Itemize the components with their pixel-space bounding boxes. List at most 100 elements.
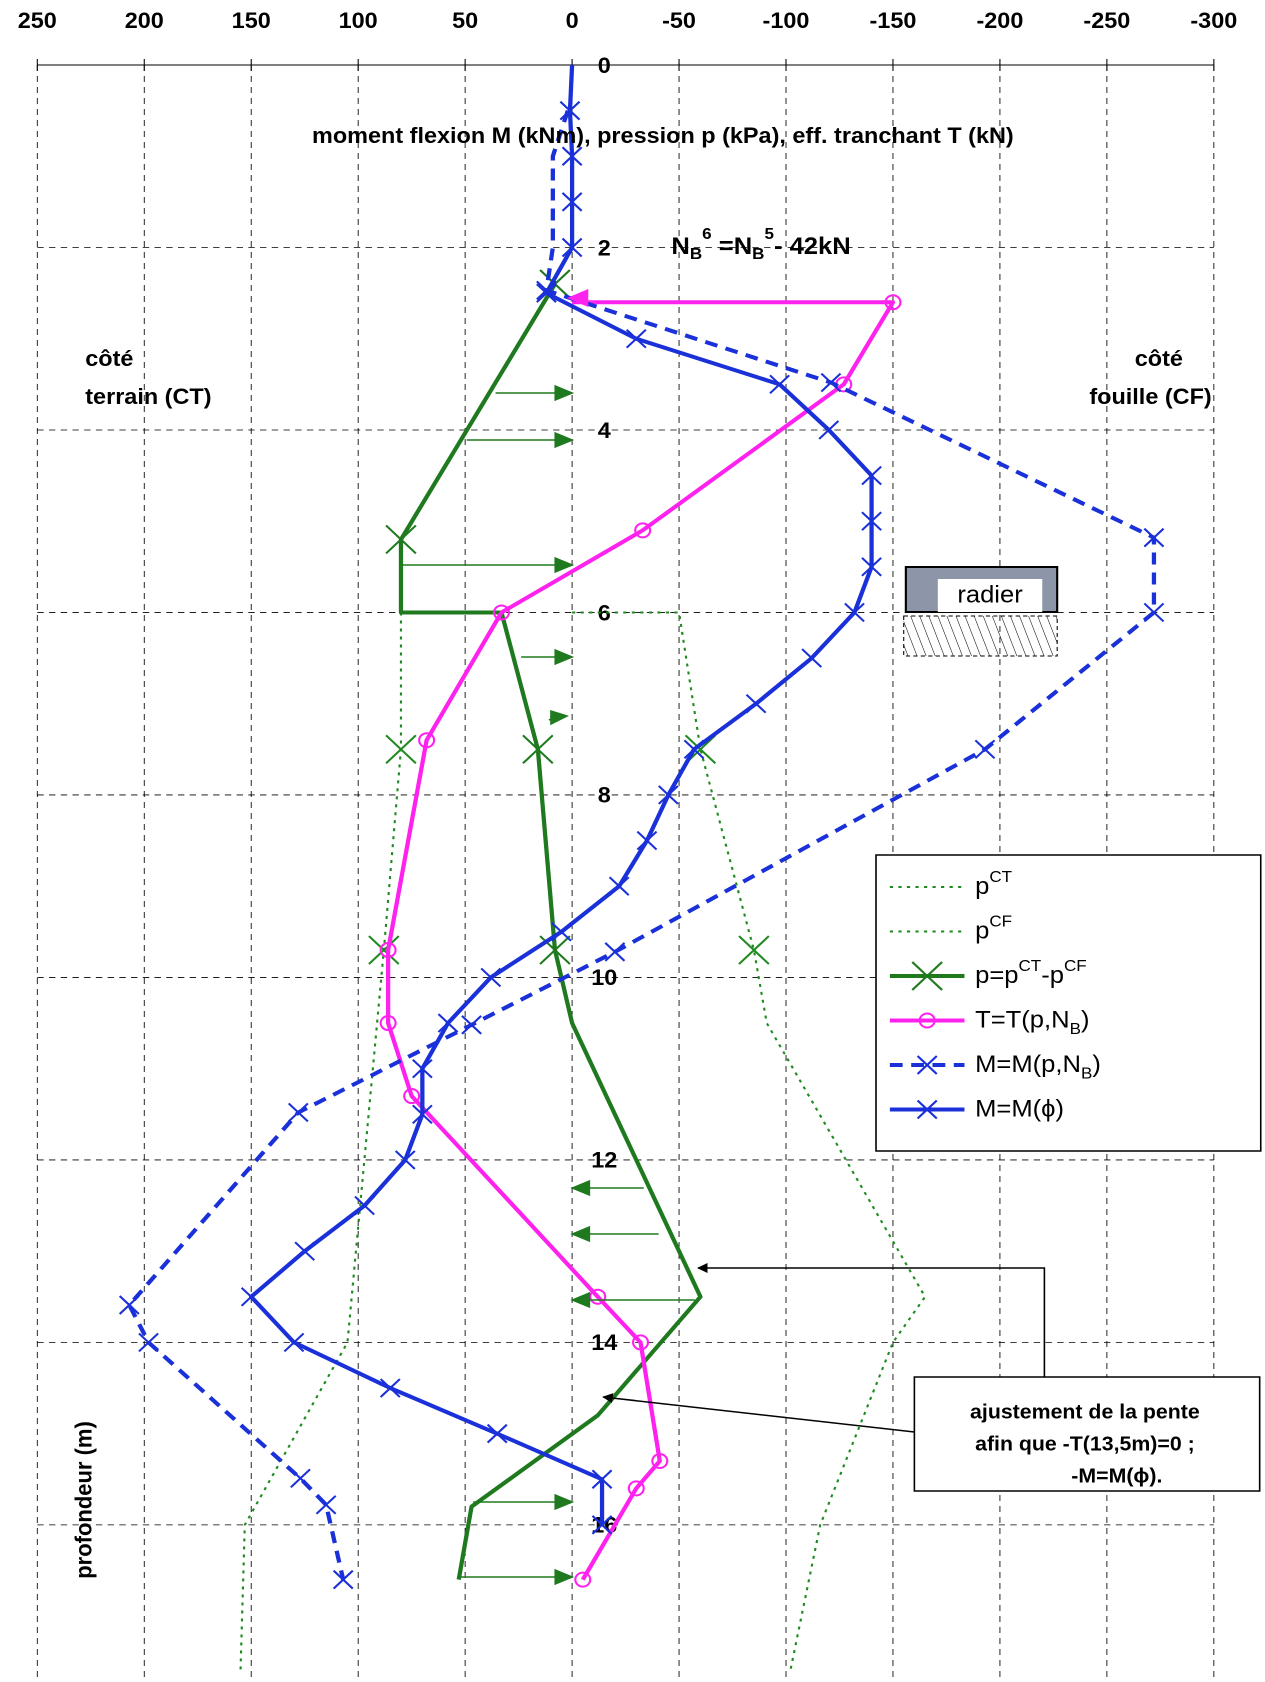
arrowhead (554, 384, 575, 402)
marker (418, 732, 436, 749)
marker (354, 1195, 375, 1216)
text-part: 5 (764, 225, 773, 243)
side-label: côté (1135, 345, 1183, 370)
legend-label-part: M=M(p,N (975, 1051, 1081, 1077)
annotation-text: -M=M(ϕ). (1071, 1465, 1162, 1487)
marker (589, 1288, 607, 1305)
marker (287, 1102, 309, 1123)
series-line (385, 300, 896, 1581)
x-tick-label: 250 (18, 7, 57, 32)
arrowhead (554, 1568, 575, 1586)
legend-box (875, 854, 1262, 1152)
x-tick-label: 150 (232, 7, 271, 32)
annotation-arrow (696, 1263, 1046, 1377)
text-part: - 42kN (774, 233, 851, 259)
marker (769, 374, 790, 395)
marker (1143, 527, 1165, 548)
marker (738, 935, 770, 965)
marker (385, 524, 417, 555)
marker (820, 372, 842, 393)
marker (818, 420, 840, 440)
legend-label-part: CF (1064, 957, 1087, 975)
legend-label-part: B (1081, 1064, 1092, 1082)
marker (480, 967, 502, 988)
marker (591, 1515, 613, 1535)
marker (844, 602, 865, 623)
series (385, 269, 703, 1580)
x-tick-label: -200 (976, 7, 1023, 32)
legend-label-part: M=M(ϕ) (975, 1096, 1064, 1122)
slope-annotation: ajustement de la pente afin que -T(13,5m… (602, 1263, 1261, 1492)
annotation: NB6 =NB5- 42kN (671, 225, 850, 263)
text-part: =N (712, 233, 753, 259)
marker (368, 935, 400, 965)
marker (861, 557, 882, 577)
marker (412, 1104, 433, 1124)
series (239, 612, 417, 1671)
marker (861, 511, 882, 531)
series (379, 294, 902, 1588)
marker (294, 1241, 316, 1261)
legend-marker (911, 961, 943, 991)
radier-icon: radier (903, 566, 1059, 657)
marker (683, 739, 705, 760)
arrowhead (570, 1291, 591, 1309)
legend-label-part: CF (989, 912, 1012, 930)
legend-label-part: ) (1081, 1007, 1090, 1033)
marker (283, 1332, 305, 1353)
arrowhead (554, 556, 575, 574)
marker (118, 1295, 140, 1315)
x-tick-label: -250 (1083, 7, 1130, 32)
x-tick-label: -50 (662, 7, 696, 32)
marker (604, 942, 626, 962)
marker (332, 1569, 354, 1590)
marker (561, 146, 583, 166)
text-part: 6 (702, 225, 711, 243)
marker (884, 294, 902, 311)
series (572, 611, 927, 1672)
legend-marker (916, 1055, 938, 1075)
marker (536, 283, 557, 303)
x-tick-label: 50 (452, 7, 478, 32)
marker (801, 648, 823, 668)
plot-area (118, 64, 1165, 1672)
marker (974, 739, 996, 760)
x-tick-label: -150 (870, 7, 917, 32)
legend-label-part: CT (989, 868, 1012, 886)
marker (861, 465, 882, 486)
series (118, 110, 1165, 1590)
marker (461, 1015, 482, 1035)
marker (632, 1334, 650, 1351)
arrowhead (570, 1179, 591, 1197)
legend-label-part: ) (1092, 1051, 1101, 1077)
arrowhead (554, 648, 575, 666)
marker (315, 1495, 337, 1515)
marker (290, 1468, 311, 1489)
x-tick-label: -100 (763, 7, 810, 32)
radier-label: radier (957, 582, 1022, 608)
marker (574, 1571, 592, 1588)
legend-label: p=pCT-pCF (975, 957, 1087, 989)
series-line (572, 611, 927, 1672)
text-part: B (752, 245, 764, 263)
marker (437, 1013, 459, 1033)
series (240, 64, 882, 1535)
x-tick-label: 200 (125, 7, 164, 32)
x-tick-label: 100 (339, 7, 378, 32)
marker (636, 830, 658, 851)
series-line (127, 110, 1157, 1581)
legend-label-part: B (1070, 1019, 1081, 1037)
legend-label: M=M(ϕ) (975, 1096, 1064, 1122)
marker (403, 1088, 421, 1105)
marker (394, 1150, 416, 1170)
shear-arrowhead (566, 289, 589, 307)
series-line (239, 612, 403, 1671)
legend-label-part: T=T(p,N (975, 1007, 1069, 1033)
x-tick-label: -300 (1190, 7, 1237, 32)
legend-label: pCT (975, 868, 1012, 900)
side-label: côté (85, 345, 133, 370)
radier-label-bg (937, 579, 1043, 612)
annotation-text: ajustement de la pente (970, 1401, 1200, 1423)
